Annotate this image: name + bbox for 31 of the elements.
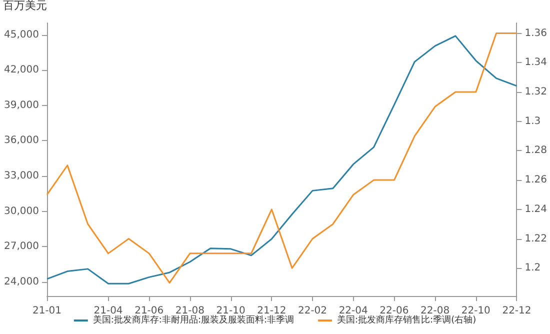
- x-tick-label: 21-08: [175, 306, 204, 316]
- x-tick-label: 21-06: [134, 306, 164, 316]
- legend-label: 美国:批发商库存:非耐用品:服装及服装面料:非季调: [92, 314, 294, 326]
- y2-tick-label: 1.3: [524, 116, 541, 127]
- y2-tick-label: 1.28: [524, 145, 547, 156]
- y2-tick-label: 1.34: [524, 57, 547, 68]
- y-tick-label: 33,000: [4, 170, 39, 182]
- y-tick-label: 36,000: [4, 135, 39, 146]
- legend-label: 美国:批发商库存销售比:季调(右轴): [337, 314, 476, 326]
- x-tick-label: 22-02: [298, 306, 328, 316]
- y2-tick-label: 1.24: [524, 204, 547, 215]
- x-tick-label: 22-04: [338, 306, 368, 316]
- y-tick-label: 42,000: [4, 64, 39, 76]
- y2-tick-label: 1.32: [524, 86, 547, 98]
- x-tick-label: 21-12: [257, 306, 286, 316]
- y-tick-label: 45,000: [4, 29, 39, 40]
- x-tick-label: 22-08: [420, 306, 450, 316]
- y2-tick-label: 1.22: [524, 233, 547, 244]
- x-tick-label: 21-01: [32, 306, 62, 316]
- x-tick-label: 21-04: [94, 306, 123, 316]
- x-tick-label: 21-10: [216, 306, 246, 316]
- y-tick-label: 24,000: [4, 276, 39, 288]
- x-tick-label: 22-06: [380, 306, 409, 316]
- y2-tick-label: 1.26: [524, 174, 547, 186]
- x-tick-label: 22-12: [502, 306, 532, 316]
- y-tick-label: 39,000: [4, 100, 39, 111]
- y2-tick-label: 1.2: [524, 262, 541, 274]
- y-tick-label: 27,000: [4, 241, 39, 252]
- x-tick-label: 22-10: [461, 306, 490, 316]
- y-tick-label: 30,000: [4, 206, 39, 217]
- y2-tick-label: 1.36: [524, 28, 547, 39]
